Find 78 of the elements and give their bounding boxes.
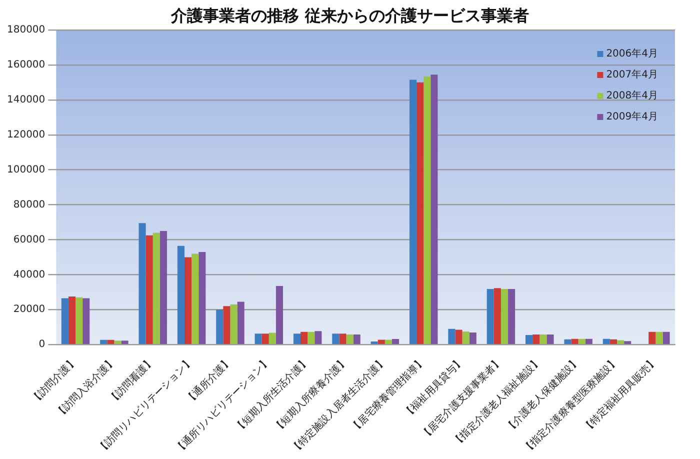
bar bbox=[300, 332, 308, 344]
bar bbox=[184, 257, 192, 344]
bar bbox=[578, 338, 586, 344]
bar bbox=[198, 252, 206, 344]
bar bbox=[237, 302, 244, 344]
bar bbox=[138, 223, 146, 344]
bar bbox=[146, 235, 153, 344]
bar bbox=[455, 330, 462, 344]
bar bbox=[508, 289, 516, 344]
bar bbox=[262, 334, 269, 344]
bar bbox=[346, 334, 354, 344]
bar bbox=[564, 339, 572, 344]
bar bbox=[384, 340, 392, 344]
bar bbox=[409, 80, 417, 344]
y-tick-label: 20000 bbox=[13, 304, 46, 316]
legend-label: 2008年4月 bbox=[606, 90, 658, 102]
bar bbox=[68, 296, 76, 344]
bar bbox=[177, 246, 184, 344]
bar bbox=[370, 341, 378, 344]
bar bbox=[276, 286, 284, 344]
bar bbox=[624, 341, 632, 344]
bar bbox=[540, 334, 547, 344]
bar bbox=[424, 76, 431, 344]
bar bbox=[494, 288, 501, 344]
bar bbox=[656, 332, 663, 344]
bar bbox=[448, 328, 456, 344]
bar bbox=[160, 230, 167, 344]
bar bbox=[152, 232, 160, 344]
bar bbox=[392, 339, 400, 344]
y-tick-label: 0 bbox=[38, 339, 46, 350]
bar bbox=[353, 334, 360, 344]
bar bbox=[430, 74, 438, 344]
y-tick-label: 80000 bbox=[13, 199, 46, 210]
bar bbox=[469, 332, 476, 344]
bar bbox=[82, 298, 90, 344]
chart-title: 介護事業者の推移 従来からの介護サービス事業者 bbox=[171, 6, 529, 25]
bar bbox=[526, 334, 533, 344]
bar bbox=[585, 338, 592, 344]
bar bbox=[486, 289, 494, 344]
bar bbox=[293, 334, 301, 344]
bar bbox=[216, 310, 224, 344]
legend-label: 2006年4月 bbox=[606, 48, 658, 60]
bar bbox=[662, 332, 670, 344]
y-tick-label: 60000 bbox=[13, 234, 46, 246]
y-tick-label: 120000 bbox=[6, 129, 46, 140]
bar bbox=[100, 340, 108, 344]
bar bbox=[462, 331, 470, 344]
bar bbox=[268, 332, 276, 344]
bar bbox=[602, 338, 610, 344]
legend-label: 2009年4月 bbox=[606, 110, 658, 123]
bar bbox=[616, 340, 624, 344]
bar bbox=[416, 82, 424, 344]
bar bbox=[121, 340, 128, 344]
bar bbox=[308, 332, 315, 344]
bar bbox=[314, 331, 322, 344]
bar bbox=[546, 334, 554, 344]
bar bbox=[107, 340, 114, 344]
bar bbox=[223, 306, 230, 344]
bar bbox=[610, 339, 617, 344]
bar bbox=[339, 334, 346, 344]
y-tick-label: 100000 bbox=[6, 164, 46, 176]
y-tick-label: 160000 bbox=[6, 60, 46, 71]
bar bbox=[114, 340, 122, 344]
bar bbox=[192, 254, 199, 344]
bar bbox=[500, 289, 508, 344]
y-tick-label: 180000 bbox=[6, 24, 46, 36]
bar bbox=[648, 332, 656, 344]
bar bbox=[254, 334, 262, 344]
bar bbox=[571, 338, 578, 344]
y-tick-label: 40000 bbox=[13, 269, 46, 280]
legend-label: 2007年4月 bbox=[606, 68, 658, 81]
bar bbox=[332, 334, 340, 344]
bar bbox=[61, 298, 68, 344]
bar bbox=[76, 297, 83, 344]
bar bbox=[230, 304, 238, 344]
bar bbox=[378, 340, 385, 344]
y-tick-label: 140000 bbox=[6, 94, 46, 106]
bar bbox=[532, 334, 540, 344]
